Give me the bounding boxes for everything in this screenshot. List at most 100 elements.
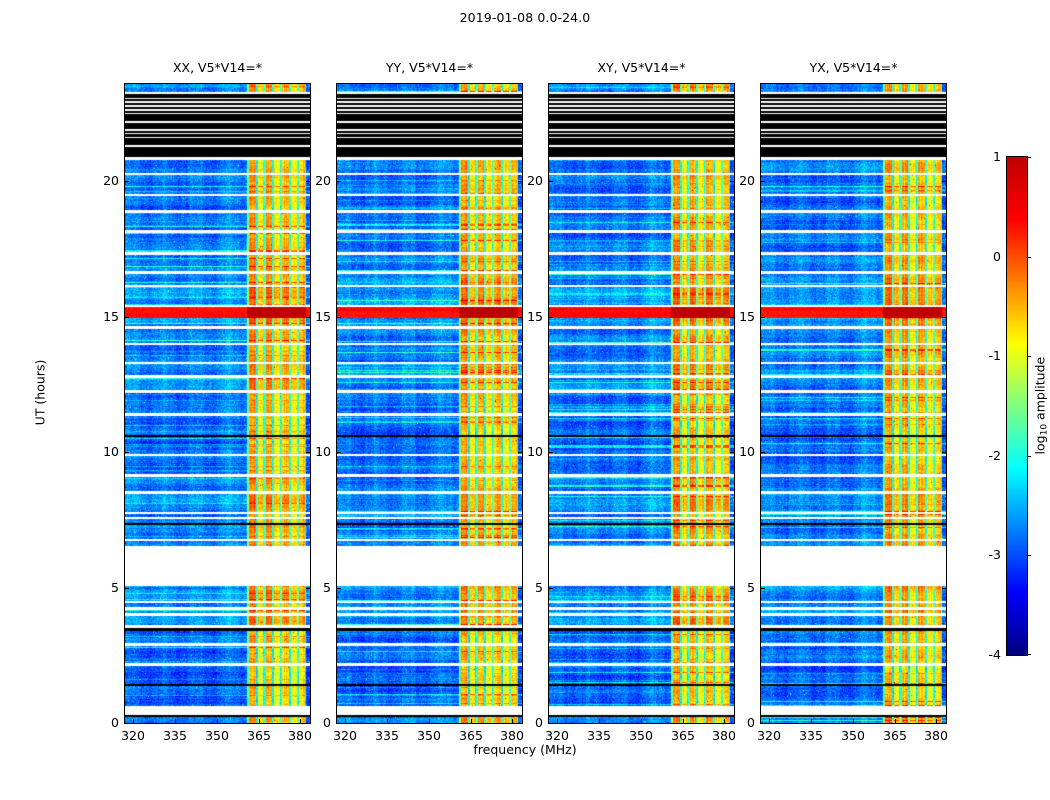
panel-yy-ytick — [518, 181, 522, 182]
panel-yx-xtick — [936, 719, 937, 723]
panel-yy-xtick-label: 380 — [500, 728, 524, 743]
panel-xy-ytick — [730, 588, 734, 589]
panel-xx-waterfall — [125, 84, 310, 723]
panel-yy-xtick-label: 335 — [375, 728, 399, 743]
panel-xy-xtick-label: 365 — [671, 728, 695, 743]
panel-yx-ytick-label: 0 — [747, 715, 755, 730]
panel-yy-ytick — [337, 588, 341, 589]
colorbar-tick-label: -1 — [988, 348, 1001, 363]
panel-xy-ytick — [730, 452, 734, 453]
panel-xy-xtick — [557, 719, 558, 723]
panel-xy-xtick — [724, 719, 725, 723]
colorbar-tick-label: -4 — [988, 647, 1001, 662]
panel-xy-xtick — [683, 719, 684, 723]
panel-yy-xtick-label: 365 — [459, 728, 483, 743]
panel-xx-xtick — [175, 719, 176, 723]
panel-xy-title: XY, V5*V14=* — [597, 60, 686, 75]
panel-xx-xtick — [300, 719, 301, 723]
panel-xy-waterfall — [549, 84, 734, 723]
panel-yy-ytick — [518, 588, 522, 589]
colorbar-tick — [1027, 456, 1031, 457]
panel-yx-xtick-label: 350 — [841, 728, 865, 743]
panel-yx-xtick-label: 320 — [757, 728, 781, 743]
panel-yy-ytick — [518, 452, 522, 453]
panel-yy-ytick-label: 0 — [323, 715, 331, 730]
colorbar[interactable] — [1006, 156, 1028, 656]
panel-xy-ytick-label: 0 — [535, 715, 543, 730]
panel-xx-ytick — [125, 181, 129, 182]
panel-yx-waterfall — [761, 84, 946, 723]
panel-yx[interactable] — [760, 83, 947, 724]
panel-xx-ytick-label: 5 — [111, 580, 119, 595]
panel-yy-waterfall — [337, 84, 522, 723]
panel-yy-xtick-label: 320 — [333, 728, 357, 743]
panel-yx-ytick — [761, 723, 765, 724]
panel-xx-xtick-label: 350 — [205, 728, 229, 743]
colorbar-tick-label: 0 — [993, 249, 1001, 264]
panel-yx-xtick — [811, 719, 812, 723]
panel-yx-ytick-label: 20 — [739, 173, 755, 188]
colorbar-tick-label: -2 — [988, 448, 1001, 463]
panel-xy-ytick — [549, 317, 553, 318]
panel-xy-xtick-label: 380 — [712, 728, 736, 743]
panel-xy-ytick — [730, 317, 734, 318]
panel-yx-ytick — [942, 588, 946, 589]
panel-xx-xtick-label: 320 — [121, 728, 145, 743]
panel-yy-xtick-label: 350 — [417, 728, 441, 743]
panel-xy-ytick-label: 20 — [527, 173, 543, 188]
colorbar-label-prefix: log — [1032, 435, 1048, 455]
panel-xx-ytick — [306, 723, 310, 724]
panel-yy-ytick-label: 10 — [315, 444, 331, 459]
panel-yy-xtick — [387, 719, 388, 723]
panel-xx-ytick — [125, 723, 129, 724]
panel-yx-ytick-label: 10 — [739, 444, 755, 459]
panel-yx-ytick — [942, 317, 946, 318]
panel-yy-ytick-label: 15 — [315, 309, 331, 324]
colorbar-tick — [1027, 356, 1031, 357]
panel-yx-ytick — [942, 452, 946, 453]
panel-xx-ytick-label: 15 — [103, 309, 119, 324]
panel-yx-ytick-label: 5 — [747, 580, 755, 595]
panel-xy-ytick-label: 5 — [535, 580, 543, 595]
panel-yy-ytick — [337, 317, 341, 318]
colorbar-gradient — [1007, 157, 1027, 655]
panel-yy[interactable] — [336, 83, 523, 724]
panel-xy-xtick — [641, 719, 642, 723]
panel-xx-ytick — [306, 317, 310, 318]
panel-xx-xtick — [217, 719, 218, 723]
panel-yx-title: YX, V5*V14=* — [809, 60, 898, 75]
panel-xy-ytick-label: 10 — [527, 444, 543, 459]
figure-suptitle: 2019-01-08 0.0-24.0 — [459, 10, 591, 25]
panel-xy-ytick — [549, 181, 553, 182]
panel-xx-ytick — [306, 181, 310, 182]
panel-yx-xtick — [853, 719, 854, 723]
panel-yx-ytick-label: 15 — [739, 309, 755, 324]
y-axis-label: UT (hours) — [32, 359, 48, 426]
colorbar-label: log10 amplitude — [1032, 326, 1049, 486]
colorbar-tick-label: 1 — [993, 149, 1001, 164]
colorbar-tick — [1027, 257, 1031, 258]
x-axis-label: frequency (MHz) — [473, 742, 577, 757]
panel-xy[interactable] — [548, 83, 735, 724]
panel-xx-ytick — [125, 588, 129, 589]
panel-yy-xtick — [345, 719, 346, 723]
panel-xy-ytick-label: 15 — [527, 309, 543, 324]
panel-xy-ytick — [549, 723, 553, 724]
panel-xx-ytick — [306, 452, 310, 453]
panel-yy-xtick — [471, 719, 472, 723]
panel-yy-ytick — [337, 723, 341, 724]
panel-yx-ytick — [761, 181, 765, 182]
panel-xx-ytick-label: 10 — [103, 444, 119, 459]
panel-xy-ytick — [549, 452, 553, 453]
panel-yx-xtick — [769, 719, 770, 723]
panel-yx-ytick — [942, 181, 946, 182]
panel-xx[interactable] — [124, 83, 311, 724]
panel-xy-xtick — [599, 719, 600, 723]
colorbar-label-suffix: amplitude — [1032, 356, 1048, 424]
panel-xx-ytick — [306, 588, 310, 589]
panel-yy-xtick — [512, 719, 513, 723]
panel-yx-ytick — [761, 588, 765, 589]
panel-xx-xtick-label: 365 — [247, 728, 271, 743]
panel-xy-xtick-label: 320 — [545, 728, 569, 743]
